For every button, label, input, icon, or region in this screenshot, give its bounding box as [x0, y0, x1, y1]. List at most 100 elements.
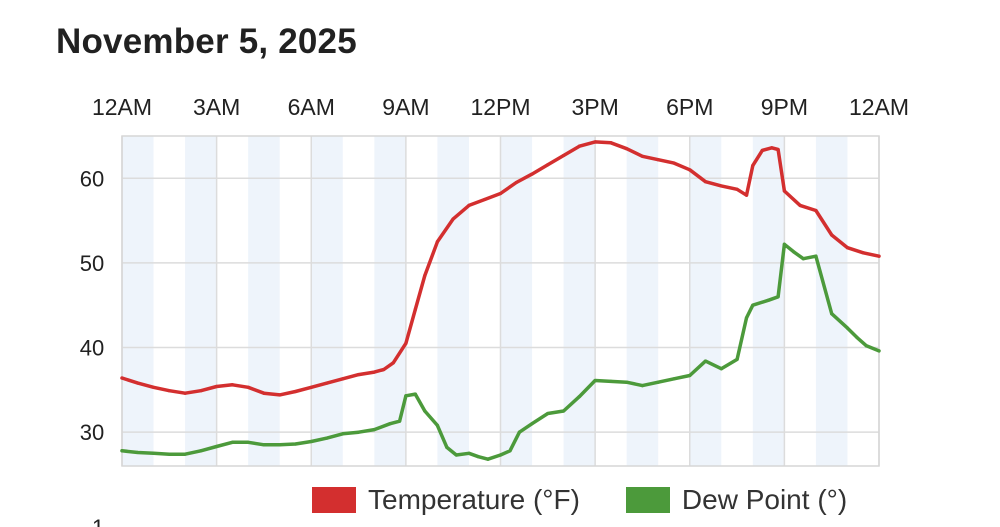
data-point-dew-point	[498, 453, 503, 457]
data-point-temperature	[640, 154, 645, 158]
data-point-temperature	[719, 184, 723, 188]
data-point-dew-point	[372, 428, 376, 432]
data-point-dew-point	[467, 451, 471, 455]
y-tick-label: 50	[80, 251, 104, 276]
data-point-dew-point	[776, 295, 780, 299]
data-point-temperature	[782, 189, 786, 193]
data-point-dew-point	[325, 436, 329, 440]
data-point-dew-point	[703, 359, 708, 363]
data-point-dew-point	[413, 392, 417, 396]
series-line-temperature	[120, 140, 881, 397]
legend-item-temperature[interactable]: Temperature (°F)	[312, 484, 580, 516]
data-point-temperature	[776, 147, 780, 152]
data-point-temperature	[703, 180, 708, 184]
data-point-temperature	[861, 251, 865, 255]
data-point-temperature	[151, 385, 156, 389]
data-point-temperature	[751, 164, 755, 168]
data-point-dew-point	[814, 254, 818, 258]
x-tick-label: 6PM	[666, 94, 713, 120]
data-point-dew-point	[672, 377, 676, 381]
data-point-dew-point	[397, 419, 402, 423]
data-point-temperature	[230, 383, 234, 387]
hour-band	[815, 136, 848, 466]
legend-item-dew-point[interactable]: Dew Point (°)	[625, 484, 848, 516]
x-tick-label: 12AM	[92, 94, 152, 120]
data-point-temperature	[120, 376, 124, 380]
data-point-dew-point	[855, 335, 859, 339]
data-point-temperature	[435, 240, 440, 244]
data-point-dew-point	[262, 443, 266, 447]
data-point-dew-point	[278, 443, 282, 447]
data-point-temperature	[293, 389, 298, 394]
data-point-temperature	[391, 361, 395, 365]
x-tick-label: 12AM	[849, 94, 909, 120]
data-point-dew-point	[593, 378, 597, 383]
data-point-temperature	[467, 203, 471, 207]
data-point-dew-point	[215, 444, 219, 449]
data-point-temperature	[530, 172, 534, 176]
data-point-temperature	[498, 191, 503, 196]
legend-label-dew-point: Dew Point (°)	[681, 484, 848, 515]
data-point-dew-point	[508, 449, 512, 453]
legend-swatch-temperature	[312, 487, 356, 513]
chart-legend: Temperature (°F) Dew Point (°)	[312, 484, 893, 516]
x-tick-label: 3AM	[193, 94, 240, 120]
data-point-temperature	[625, 147, 629, 151]
legend-swatch-dew-point	[625, 487, 670, 513]
data-point-dew-point	[356, 430, 361, 434]
data-point-temperature	[609, 141, 613, 145]
data-point-dew-point	[476, 455, 481, 459]
data-point-temperature	[798, 203, 802, 207]
data-point-temperature	[814, 208, 818, 213]
data-point-temperature	[830, 233, 834, 237]
data-point-dew-point	[517, 430, 522, 434]
data-point-temperature	[309, 385, 313, 389]
data-point-dew-point	[719, 367, 723, 371]
hour-band	[626, 136, 659, 466]
data-point-dew-point	[435, 423, 440, 427]
data-point-dew-point	[341, 432, 345, 436]
data-point-temperature	[356, 373, 361, 377]
hour-band	[185, 136, 217, 466]
data-point-temperature	[845, 246, 850, 250]
data-point-temperature	[278, 393, 282, 397]
data-point-dew-point	[688, 373, 692, 378]
data-point-temperature	[877, 254, 881, 258]
data-point-temperature	[246, 385, 250, 389]
data-point-dew-point	[801, 257, 805, 261]
data-point-dew-point	[151, 451, 156, 455]
data-point-dew-point	[792, 250, 796, 254]
y-tick-label: 60	[80, 166, 104, 191]
legend-label-temperature: Temperature (°F)	[368, 484, 580, 515]
data-point-dew-point	[309, 439, 313, 444]
data-point-dew-point	[423, 409, 427, 413]
data-point-temperature	[561, 153, 566, 158]
plot-border	[121, 135, 880, 467]
data-point-dew-point	[609, 379, 613, 383]
data-point-temperature	[167, 389, 171, 393]
data-point-temperature	[770, 146, 774, 150]
data-point-dew-point	[530, 422, 534, 426]
data-point-dew-point	[120, 449, 124, 453]
data-point-dew-point	[845, 326, 850, 330]
data-point-dew-point	[136, 450, 140, 455]
data-point-dew-point	[656, 380, 660, 384]
data-point-temperature	[382, 367, 386, 372]
data-point-dew-point	[388, 422, 392, 426]
data-point-dew-point	[767, 298, 771, 302]
data-point-dew-point	[404, 394, 408, 398]
data-point-dew-point	[199, 449, 203, 453]
data-point-temperature	[672, 161, 676, 165]
data-point-temperature	[451, 217, 455, 221]
hour-band	[437, 136, 469, 466]
data-point-dew-point	[735, 357, 739, 361]
data-point-temperature	[577, 144, 581, 148]
data-point-temperature	[423, 274, 427, 278]
data-point-temperature	[325, 381, 329, 385]
hour-band	[311, 136, 343, 466]
data-point-dew-point	[183, 452, 187, 456]
data-point-dew-point	[864, 344, 868, 348]
data-point-dew-point	[751, 303, 755, 307]
